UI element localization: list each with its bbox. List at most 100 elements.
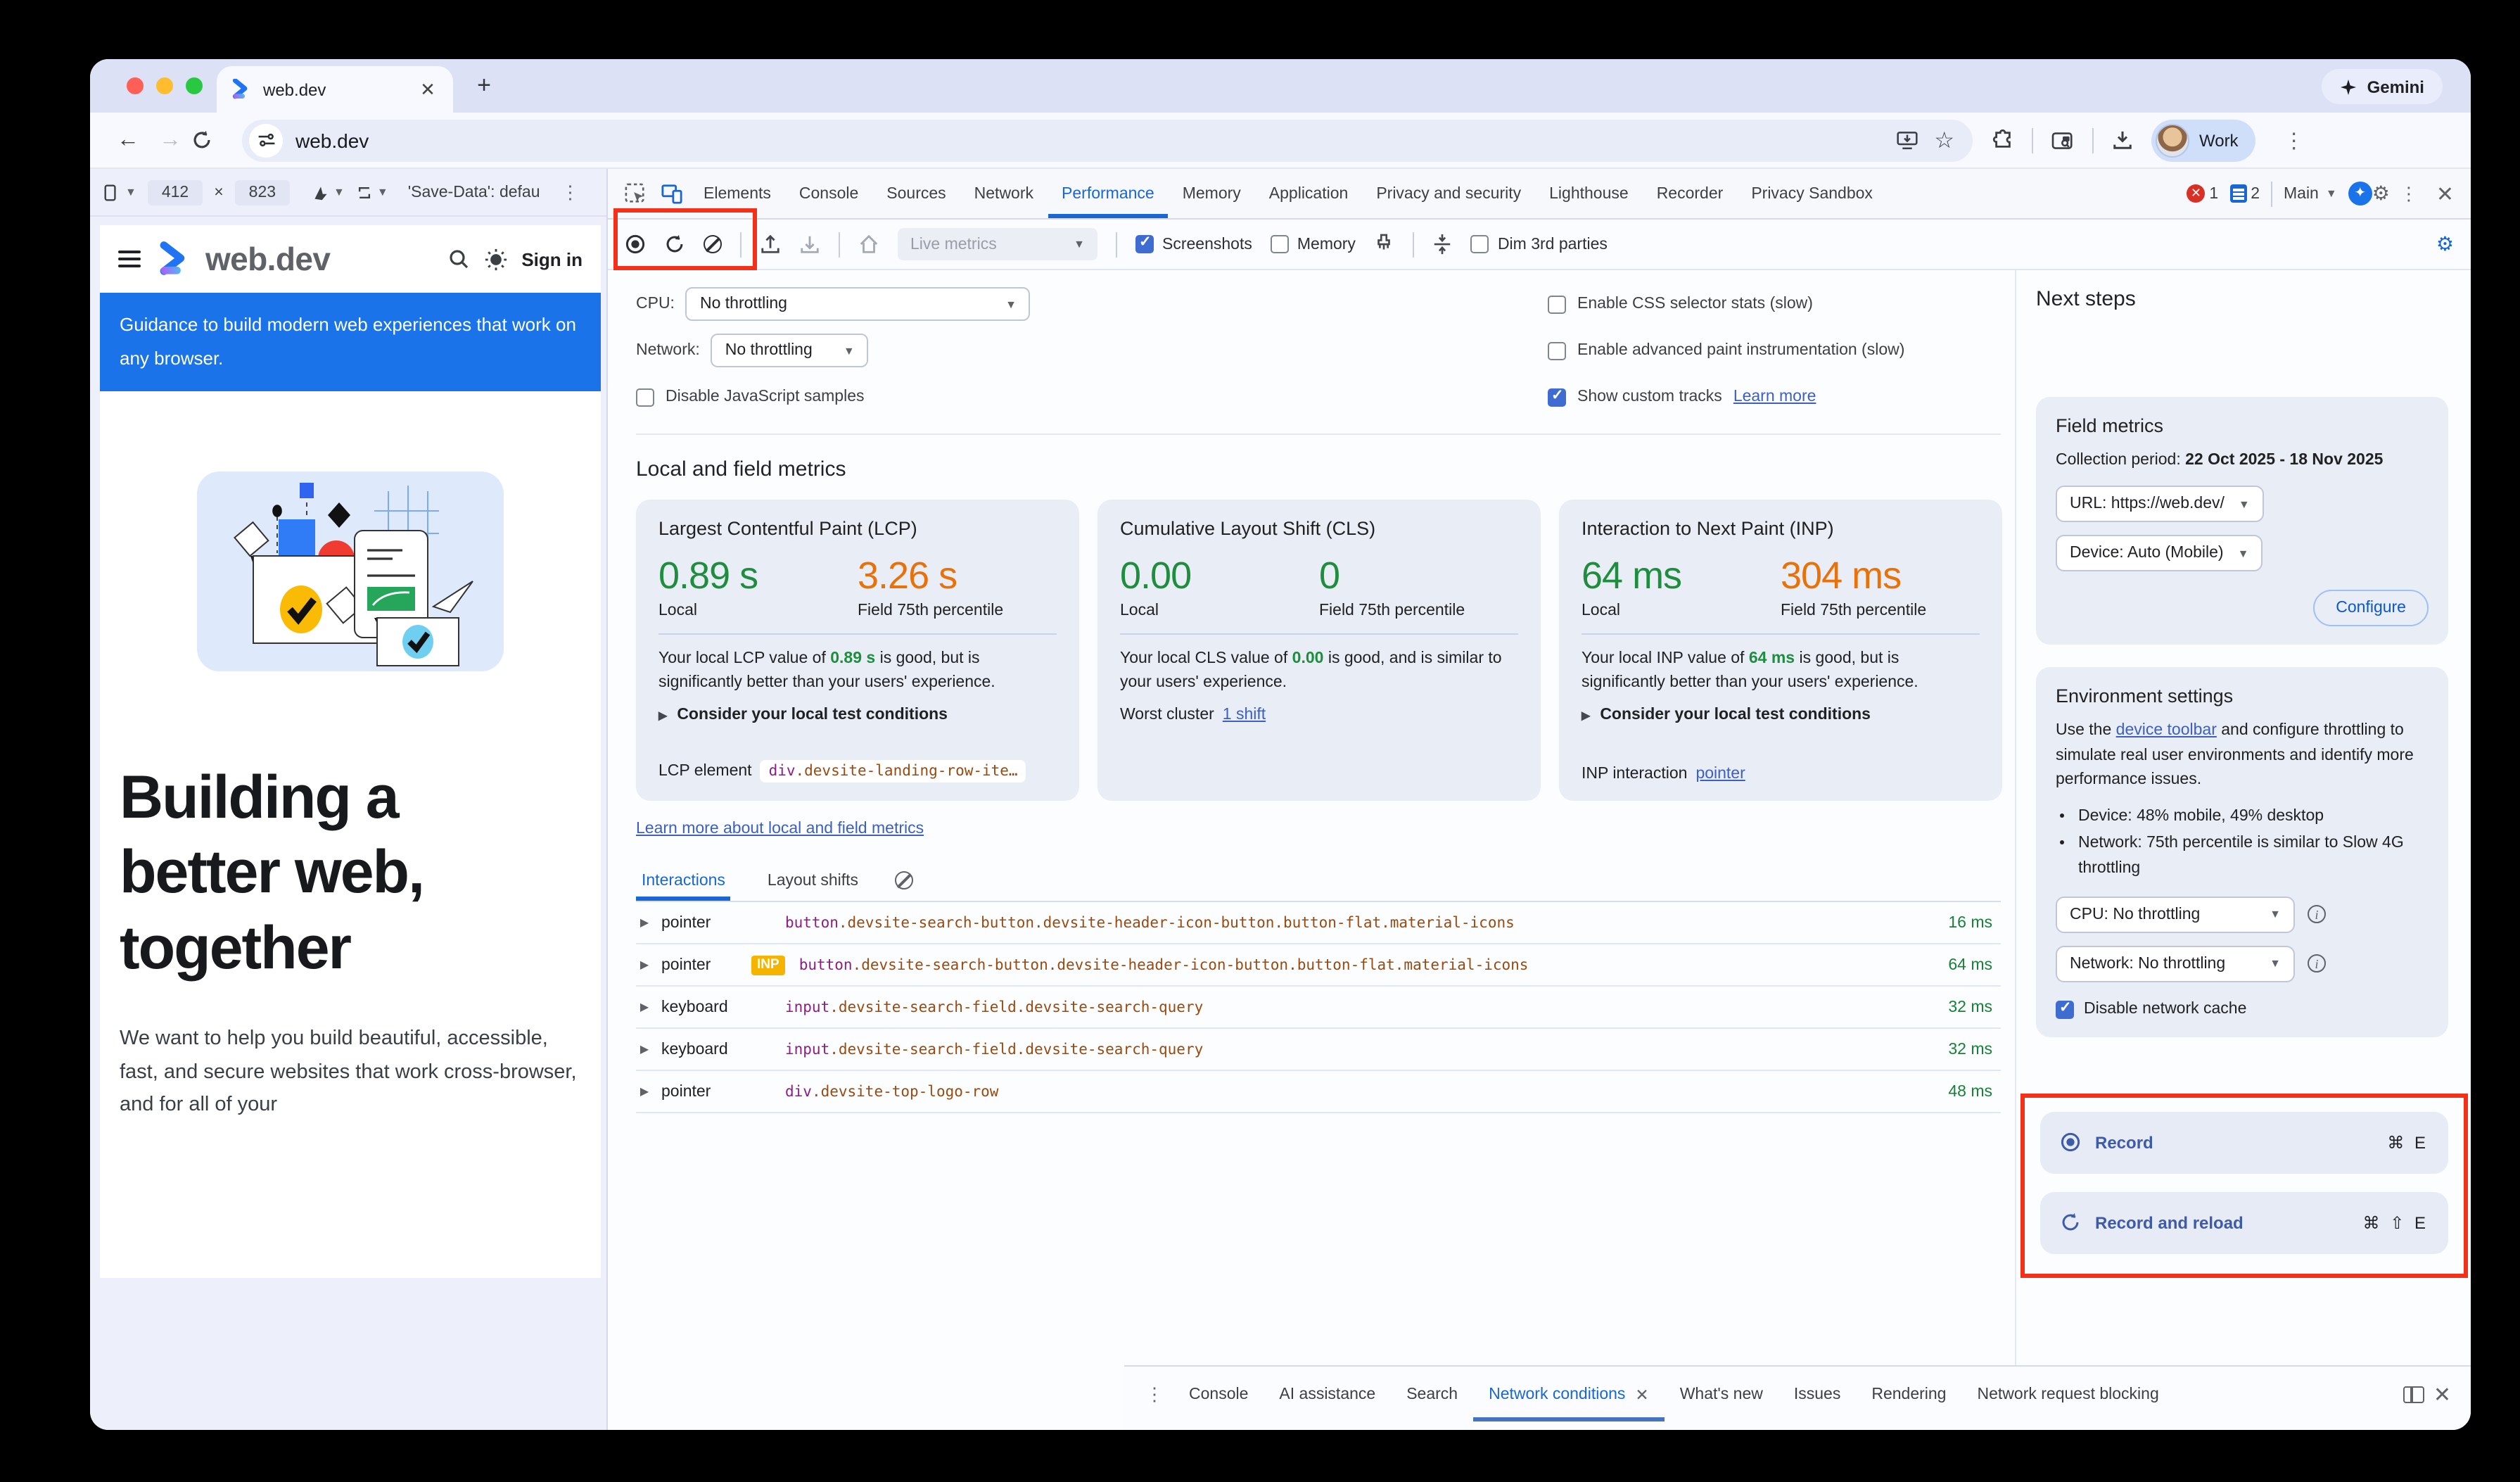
panel-settings-icon[interactable]: ⚙ [2436,232,2454,255]
disable-cache-checkbox[interactable]: Disable network cache [2056,999,2429,1019]
tab-privacy-security[interactable]: Privacy and security [1376,185,1522,202]
interaction-row[interactable]: ▶ keyboard input.devsite-search-field.dev… [636,987,2001,1029]
close-window-button[interactable] [127,77,144,94]
disable-js-checkbox[interactable]: Disable JavaScript samples [636,380,1536,414]
field-device-select[interactable]: Device: Auto (Mobile) ▼ [2056,535,2263,572]
load-profile-icon[interactable] [760,234,781,255]
save-profile-icon[interactable] [799,234,820,255]
cpu-info-icon[interactable]: i [2308,905,2326,924]
screenshots-checkbox[interactable]: Screenshots [1135,234,1252,253]
profile-button[interactable]: Work [2151,119,2255,161]
device-toolbar-link[interactable]: device toolbar [2115,722,2217,740]
site-search-icon[interactable] [447,248,469,270]
tab-sources[interactable]: Sources [886,185,946,202]
drawer-tab-ai-assistance[interactable]: AI assistance [1279,1386,1376,1402]
device-toolbar-icon[interactable] [653,183,689,204]
drawer-tab-close-icon[interactable]: ✕ [1635,1387,1649,1404]
address-bar[interactable]: web.dev ☆ [242,119,1973,161]
drawer-tab-network-conditions[interactable]: Network conditions ✕ [1473,1367,1665,1421]
record-reload-icon[interactable] [664,234,685,255]
drawer-layout-icon[interactable] [2403,1386,2425,1402]
devtools-settings-icon[interactable]: ⚙ [2372,182,2390,204]
cls-shift-link[interactable]: 1 shift [1222,707,1266,724]
site-settings-icon[interactable] [249,123,283,157]
ai-assistance-icon[interactable]: ✦ [2348,182,2372,205]
viewport-height-input[interactable]: 823 [234,179,291,205]
dim-3rd-parties-checkbox[interactable]: Dim 3rd parties [1470,235,1608,253]
drawer-tab-rendering[interactable]: Rendering [1871,1386,1947,1402]
tab-console[interactable]: Console [798,185,859,202]
minimize-window-button[interactable] [156,77,173,94]
metrics-learn-more-link[interactable]: Learn more about local and field metrics [636,821,924,837]
inp-interaction-link[interactable]: pointer [1695,766,1745,783]
gc-brush-icon[interactable] [1374,234,1395,255]
clear-icon[interactable] [704,235,722,253]
drawer-tab-issues[interactable]: Issues [1793,1386,1841,1402]
browser-menu-icon[interactable]: ⋮ [2283,129,2305,153]
drawer-tab-console[interactable]: Console [1189,1386,1249,1402]
tab-memory[interactable]: Memory [1182,185,1241,202]
tab-close-icon[interactable]: ✕ [420,78,435,99]
network-throttle-select[interactable]: No throttling ▼ [711,334,869,367]
drawer-menu-icon[interactable]: ⋮ [1145,1383,1164,1404]
tab-recorder[interactable]: Recorder [1656,185,1724,202]
new-tab-button[interactable]: + [477,72,491,99]
devtools-menu-icon[interactable]: ⋮ [2399,182,2418,203]
emulation-menu-icon[interactable]: ⋮ [561,181,580,202]
tab-elements[interactable]: Elements [704,185,771,202]
extensions-icon[interactable] [1992,129,2013,151]
custom-tracks-checkbox[interactable]: Show custom tracks Learn more [1548,380,1991,414]
tab-interactions[interactable]: Interactions [636,860,731,901]
record-icon[interactable] [625,234,646,255]
device-select-icon[interactable]: ▼ [104,184,136,201]
home-icon[interactable] [858,234,879,255]
downloads-icon[interactable] [2112,129,2133,151]
inspect-element-icon[interactable] [616,183,653,204]
configure-button[interactable]: Configure [2313,590,2429,627]
install-icon[interactable] [1896,130,1917,150]
tab-layout-shifts[interactable]: Layout shifts [767,872,859,889]
css-selector-stats-checkbox[interactable]: Enable CSS selector stats (slow) [1548,287,1991,321]
lcp-element-chip[interactable]: div.devsite-landing-row-ite… [760,760,1026,783]
throttle-select-icon[interactable]: ▼ [312,184,345,201]
record-button[interactable]: Record ⌘ E [2040,1111,2448,1174]
sign-in-button[interactable]: Sign in [521,248,583,270]
tab-performance[interactable]: Performance [1048,169,1169,218]
tab-lighthouse[interactable]: Lighthouse [1549,185,1629,202]
bookmark-star-icon[interactable]: ☆ [1934,129,1954,153]
reload-icon[interactable] [191,129,234,151]
search-tabs-icon[interactable] [2051,130,2074,150]
lcp-test-conditions-expander[interactable]: ▶ Consider your local test conditions [658,707,948,724]
record-and-reload-button[interactable]: Record and reload ⌘ ⇧ E [2040,1191,2448,1254]
collapse-tracks-icon[interactable] [1433,234,1453,255]
env-cpu-select[interactable]: CPU: No throttling ▼ [2056,896,2295,933]
interaction-row[interactable]: ▶ pointer button.devsite-search-button.de… [636,902,2001,944]
drawer-close-icon[interactable]: ✕ [2433,1383,2451,1407]
inp-test-conditions-expander[interactable]: ▶ Consider your local test conditions [1582,707,1871,724]
drawer-tab-network-request-blocking[interactable]: Network request blocking [1977,1386,2159,1402]
interaction-row[interactable]: ▶ pointer div.devsite-top-logo-row 48 ms [636,1071,2001,1113]
hamburger-menu-icon[interactable] [118,251,141,267]
interaction-row[interactable]: ▶ keyboard input.devsite-search-field.dev… [636,1029,2001,1071]
field-url-select[interactable]: URL: https://web.dev/▼ [2056,486,2264,523]
rotate-icon[interactable]: ▼ [356,184,388,201]
env-network-select[interactable]: Network: No throttling ▼ [2056,945,2295,982]
gemini-button[interactable]: Gemini [2322,69,2443,104]
tab-application[interactable]: Application [1268,185,1349,202]
forward-icon[interactable]: → [159,127,182,151]
devtools-close-icon[interactable]: ✕ [2436,182,2454,206]
maximize-window-button[interactable] [186,77,203,94]
browser-tab[interactable]: web.dev ✕ [217,66,453,113]
tab-privacy-sandbox[interactable]: Privacy Sandbox [1751,185,1873,202]
site-brand[interactable]: web.dev [205,240,331,277]
clear-log-icon[interactable] [895,871,914,889]
cpu-throttle-select[interactable]: No throttling ▼ [685,287,1031,321]
drawer-tab-search[interactable]: Search [1406,1386,1458,1402]
issues-badge[interactable]: 2 [2229,184,2260,203]
tab-network[interactable]: Network [974,185,1034,202]
error-badge[interactable]: ✕ 1 [2187,184,2218,203]
target-select[interactable]: Main ▼ [2284,185,2337,202]
advanced-paint-checkbox[interactable]: Enable advanced paint instrumentation (s… [1548,334,1991,367]
interaction-row[interactable]: ▶ pointer INP button.devsite-search-button… [636,944,2001,987]
theme-toggle-icon[interactable] [483,247,507,271]
